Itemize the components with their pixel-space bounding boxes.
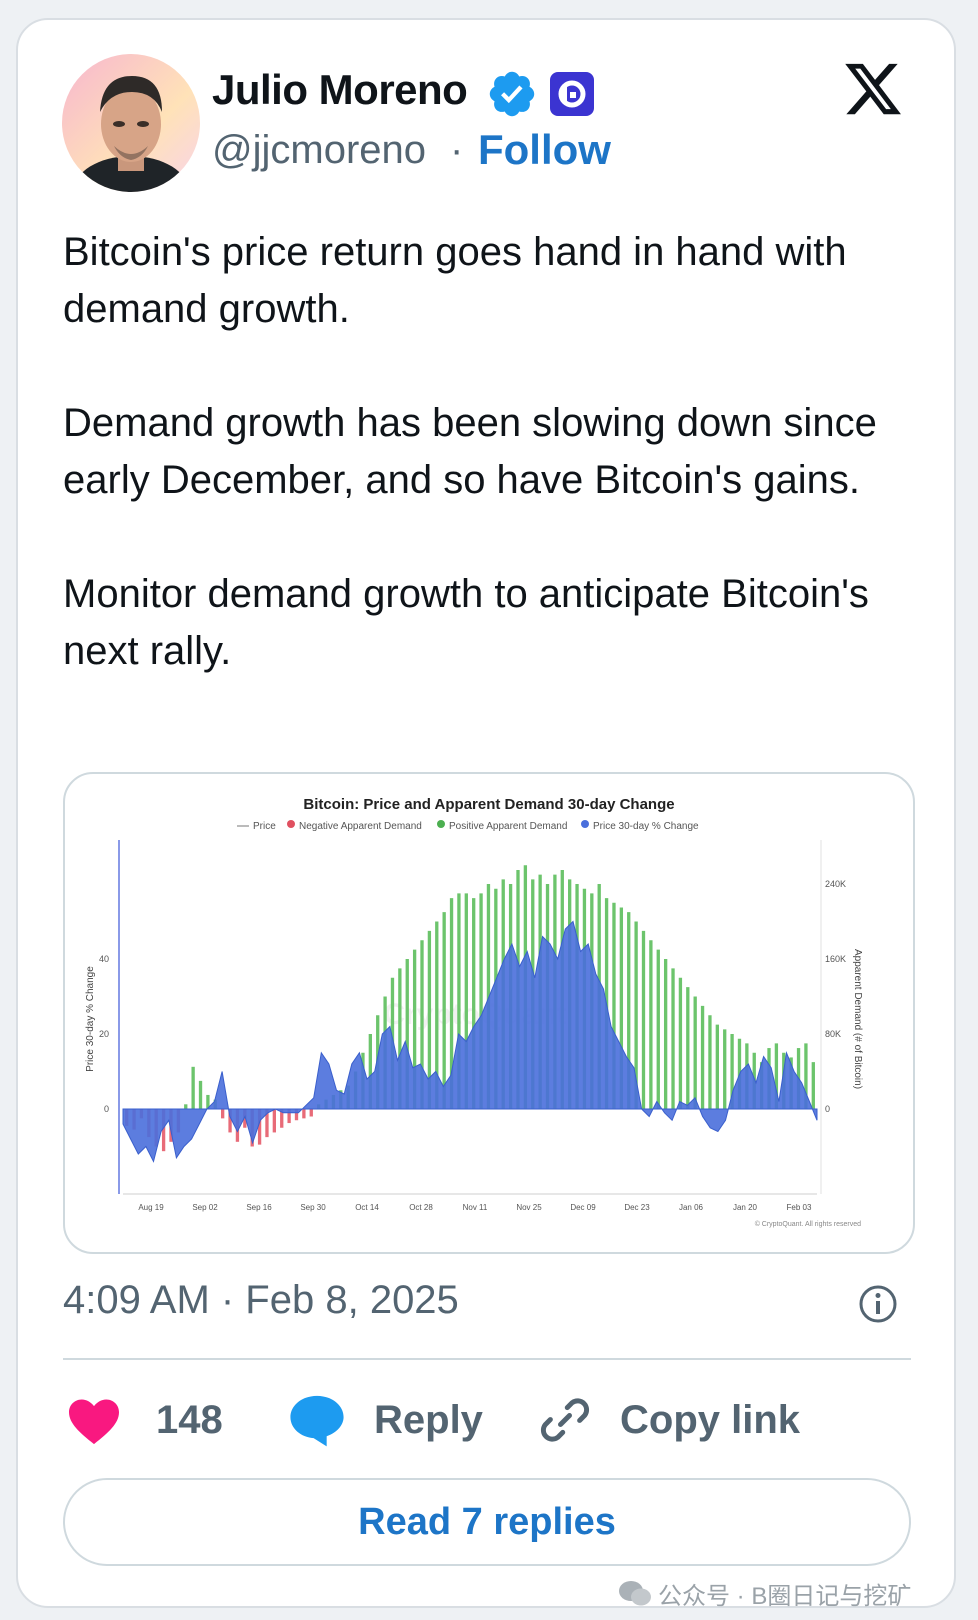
like-count: 148 xyxy=(156,1397,223,1442)
chart-legend: Price Negative Apparent Demand Positive … xyxy=(237,820,699,832)
x-logo-icon[interactable] xyxy=(842,58,904,120)
link-icon xyxy=(540,1398,590,1442)
x-tick-label: Jan 06 xyxy=(679,1203,704,1212)
legend-price: Price xyxy=(253,821,276,832)
tweet-text: Bitcoin's price return goes hand in hand… xyxy=(63,224,923,737)
legend-price-change: Price 30-day % Change xyxy=(593,821,699,832)
copy-link-button[interactable]: Copy link xyxy=(538,1390,800,1450)
info-icon[interactable] xyxy=(858,1284,898,1324)
avatar-portrait xyxy=(73,76,189,192)
like-button[interactable]: 148 xyxy=(66,1390,223,1450)
tweet-paragraph-3: Monitor demand growth to anticipate Bitc… xyxy=(63,572,869,673)
heart-icon xyxy=(69,1399,119,1445)
x-tick-label: Aug 19 xyxy=(138,1203,164,1212)
y-axis-right-label: Apparent Demand (# of Bitcoin) xyxy=(852,949,863,1089)
y-left-tick-label: 40 xyxy=(99,954,109,964)
x-tick-label: Sep 30 xyxy=(300,1203,326,1212)
chart-image[interactable]: Bitcoin: Price and Apparent Demand 30-da… xyxy=(63,772,915,1254)
cryptoquant-affiliate-icon[interactable] xyxy=(550,72,594,116)
tweet-paragraph-2: Demand growth has been slowing down sinc… xyxy=(63,401,877,502)
y-left-tick-label: 20 xyxy=(99,1029,109,1039)
follow-button[interactable]: Follow xyxy=(478,126,611,173)
y-right-tick-label: 160K xyxy=(825,954,846,964)
author-handle[interactable]: @jjcmoreno xyxy=(212,128,427,172)
x-tick-label: Nov 11 xyxy=(463,1203,488,1212)
y-axis-left-label: Price 30-day % Change xyxy=(85,966,96,1072)
x-tick-label: Nov 25 xyxy=(516,1203,542,1212)
copy-link-label: Copy link xyxy=(620,1397,801,1442)
tweet-paragraph-1: Bitcoin's price return goes hand in hand… xyxy=(63,230,847,331)
avatar[interactable] xyxy=(62,54,200,192)
x-tick-label: Oct 28 xyxy=(409,1203,433,1212)
x-tick-label: Jan 20 xyxy=(733,1203,758,1212)
x-tick-label: Sep 16 xyxy=(246,1203,272,1212)
tweet-timestamp[interactable]: 4:09 AM · Feb 8, 2025 xyxy=(63,1278,459,1322)
x-tick-label: Dec 23 xyxy=(624,1203,650,1212)
x-tick-label: Feb 03 xyxy=(787,1203,812,1212)
y-right-tick-label: 80K xyxy=(825,1029,841,1039)
divider xyxy=(63,1358,911,1360)
reply-label: Reply xyxy=(374,1397,483,1442)
wechat-icon xyxy=(619,1580,651,1605)
legend-positive-demand: Positive Apparent Demand xyxy=(449,821,567,832)
chart-title: Bitcoin: Price and Apparent Demand 30-da… xyxy=(303,796,674,813)
y-right-tick-label: 0 xyxy=(825,1104,830,1114)
reply-bubble-icon xyxy=(290,1395,344,1447)
verified-badge-icon xyxy=(489,71,535,117)
wechat-watermark: 公众号 · B圈日记与挖矿 xyxy=(618,1576,911,1611)
y-left-tick-label: 0 xyxy=(104,1104,109,1114)
y-right-tick-label: 240K xyxy=(825,879,846,889)
legend-negative-demand: Negative Apparent Demand xyxy=(299,821,422,832)
handle-separator: · xyxy=(450,128,464,172)
reply-button[interactable]: Reply xyxy=(288,1390,483,1450)
chart-copyright: © CryptoQuant. All rights reserved xyxy=(755,1220,861,1228)
price-change-area xyxy=(122,920,818,1163)
x-tick-label: Sep 02 xyxy=(192,1203,218,1212)
x-tick-label: Oct 14 xyxy=(355,1203,379,1212)
watermark-text: 公众号 · B圈日记与挖矿 xyxy=(658,1583,912,1610)
demand-chart: Bitcoin: Price and Apparent Demand 30-da… xyxy=(85,796,863,1228)
author-name[interactable]: Julio Moreno xyxy=(212,66,468,113)
chart-axes: 40 20 0 240K 160K 80K 0 Aug 19 Sep 02 Sep 16 Sep 3… xyxy=(99,840,846,1212)
x-tick-label: Dec 09 xyxy=(570,1203,596,1212)
read-replies-button[interactable]: Read 7 replies xyxy=(63,1478,911,1566)
